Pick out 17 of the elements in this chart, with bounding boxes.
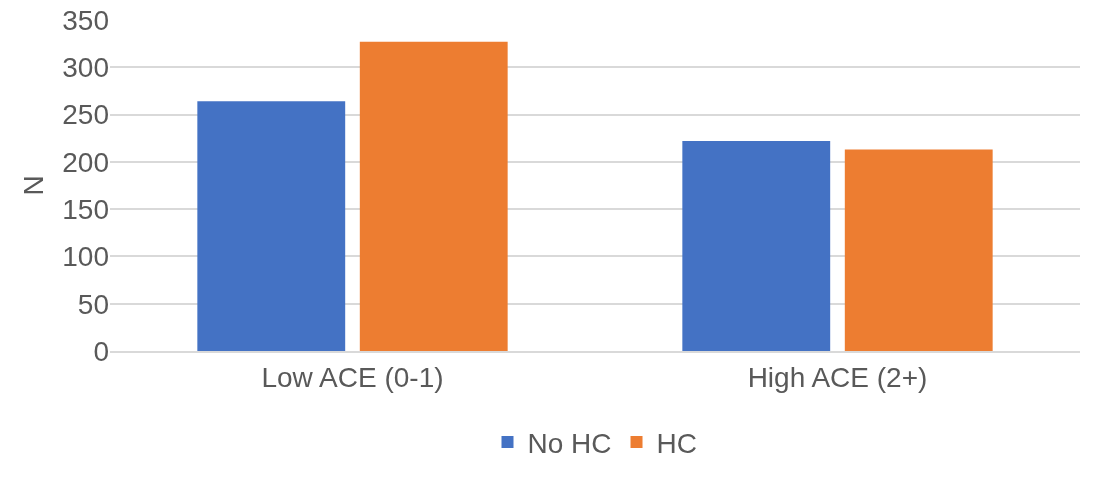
y-tick-label: 200	[62, 146, 109, 178]
x-tick-label: Low ACE (0-1)	[261, 361, 444, 393]
y-tick-label: 50	[77, 288, 109, 320]
y-axis-title: N	[17, 175, 49, 196]
legend-label: No HC	[527, 427, 612, 459]
x-tick-label: High ACE (2+)	[747, 361, 928, 393]
y-tick-label: 100	[62, 241, 109, 273]
legend-label: HC	[656, 427, 697, 459]
y-tick-label: 350	[62, 4, 109, 36]
bar	[197, 101, 346, 351]
bar	[844, 149, 993, 351]
y-tick-label: 300	[62, 52, 109, 84]
y-tick-label: 250	[62, 99, 109, 131]
y-tick-label: 0	[93, 335, 109, 367]
bar	[359, 41, 508, 351]
bar	[682, 141, 831, 351]
y-tick-label: 150	[62, 193, 109, 225]
